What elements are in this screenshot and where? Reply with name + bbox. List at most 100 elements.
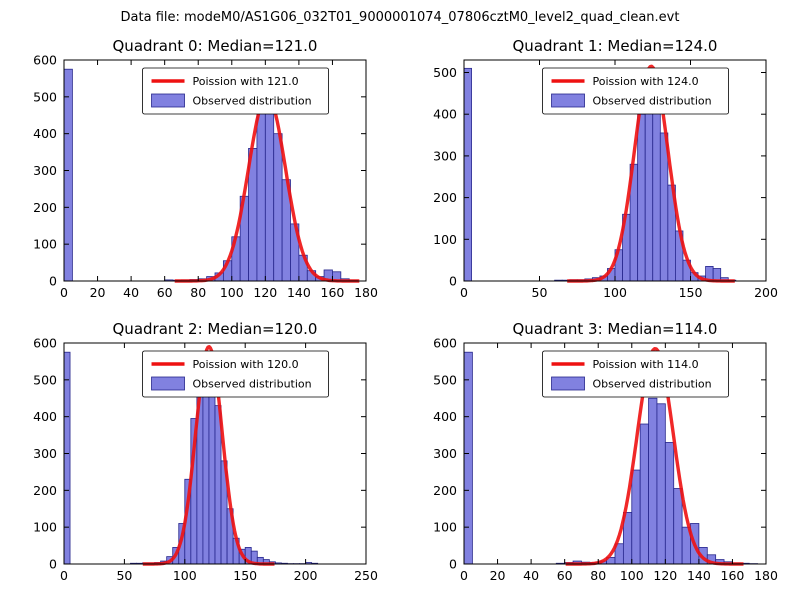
y-tick-label: 500 <box>433 65 457 80</box>
x-tick-label: 80 <box>590 568 606 583</box>
x-tick-label: 160 <box>721 568 745 583</box>
histogram-bar <box>652 103 661 282</box>
y-tick-label: 300 <box>433 148 457 163</box>
subplot-title: Quadrant 3: Median=114.0 <box>513 320 718 338</box>
legend-box <box>142 67 329 115</box>
y-tick-label: 500 <box>33 372 57 387</box>
x-axis: 0 50 100 150 200 250 <box>60 343 378 583</box>
x-tick-label: 180 <box>754 568 778 583</box>
subplot-title: Quadrant 0: Median=121.0 <box>113 37 318 55</box>
legend-box <box>542 350 729 398</box>
histogram-bar <box>659 132 669 282</box>
x-tick-label: 0 <box>60 285 68 300</box>
x-tick-label: 0 <box>460 285 468 300</box>
y-axis: 0 100 200 300 400 500 <box>433 65 766 289</box>
y-tick-label: 300 <box>33 446 57 461</box>
subplot-quadrant-2: 0 50 100 150 200 250 0 100 200 300 400 500 600 Quadra… <box>33 320 378 583</box>
subplot-title: Quadrant 2: Median=120.0 <box>113 320 318 338</box>
x-tick-label: 160 <box>321 285 345 300</box>
legend-label-observed: Observed distribution <box>593 378 712 391</box>
subplot-grid: 0 20 40 60 80 100 120 140 160 180 0 100 200 300 400 500… <box>0 30 800 596</box>
x-tick-label: 20 <box>90 285 106 300</box>
x-tick-label: 20 <box>490 568 506 583</box>
y-tick-label: 100 <box>433 520 457 535</box>
histogram-bar <box>63 68 73 282</box>
histogram-bar <box>637 113 646 282</box>
histogram-bar <box>63 351 71 565</box>
legend-patch-sample <box>551 93 585 108</box>
histogram-bar <box>656 403 666 565</box>
histogram-bar <box>664 442 675 565</box>
subplot-quadrant-1: 0 50 100 150 200 0 100 200 300 400 500 Quadrant 1: … <box>433 37 778 300</box>
x-tick-label: 60 <box>157 285 173 300</box>
x-tick-label: 250 <box>354 568 378 583</box>
y-tick-label: 100 <box>33 237 57 252</box>
x-tick-label: 0 <box>460 568 468 583</box>
y-tick-label: 200 <box>33 483 57 498</box>
legend-label-observed: Observed distribution <box>593 95 712 108</box>
y-tick-label: 400 <box>433 107 457 122</box>
figure-title: Data file: modeM0/AS1G06_032T01_90000010… <box>120 10 680 25</box>
y-tick-label: 200 <box>433 483 457 498</box>
y-tick-label: 500 <box>33 89 57 104</box>
legend: Poission with 120.0 Observed distribution <box>142 350 329 398</box>
histogram-bar <box>463 67 472 282</box>
subplot-quadrant-0: 0 20 40 60 80 100 120 140 160 180 0 100 200 300 400 500… <box>33 37 378 300</box>
x-tick-label: 120 <box>253 285 277 300</box>
x-tick-label: 100 <box>220 285 244 300</box>
y-tick-label: 0 <box>49 557 57 572</box>
y-tick-label: 0 <box>49 274 57 289</box>
x-tick-label: 200 <box>294 568 318 583</box>
legend-label-curve: Poission with 114.0 <box>593 358 699 371</box>
y-axis: 0 100 200 300 400 500 600 <box>33 53 366 289</box>
x-tick-label: 180 <box>354 285 378 300</box>
poisson-fit-curve <box>142 345 275 566</box>
y-tick-label: 300 <box>433 446 457 461</box>
legend-patch-sample <box>551 376 585 391</box>
x-axis: 0 20 40 60 80 100 120 140 160 180 <box>60 60 378 300</box>
histogram-bar <box>256 113 266 282</box>
y-tick-label: 0 <box>449 557 457 572</box>
x-tick-label: 150 <box>679 285 703 300</box>
histogram-bar <box>264 107 275 282</box>
x-tick-label: 140 <box>687 568 711 583</box>
histogram-bar <box>463 351 473 565</box>
x-axis: 0 20 40 60 80 100 120 140 160 180 <box>460 343 778 583</box>
x-tick-label: 100 <box>173 568 197 583</box>
y-tick-label: 300 <box>33 163 57 178</box>
subplot-title: Quadrant 1: Median=124.0 <box>513 37 718 55</box>
histogram-bar <box>644 101 654 282</box>
x-tick-label: 100 <box>603 285 627 300</box>
y-tick-label: 500 <box>433 372 457 387</box>
legend-label-observed: Observed distribution <box>193 378 312 391</box>
x-tick-label: 200 <box>754 285 778 300</box>
legend-patch-sample <box>151 376 185 391</box>
legend: Poission with 121.0 Observed distribution <box>142 67 329 115</box>
histogram-bars <box>463 351 759 565</box>
histogram-bar <box>648 397 658 565</box>
y-tick-label: 400 <box>433 409 457 424</box>
x-tick-label: 40 <box>123 285 139 300</box>
x-tick-label: 80 <box>190 285 206 300</box>
poisson-fit-curve <box>565 347 744 566</box>
legend-label-curve: Poission with 120.0 <box>193 358 299 371</box>
histogram-bar <box>214 405 222 565</box>
histogram-bar <box>673 488 683 565</box>
y-tick-label: 100 <box>433 232 457 247</box>
x-tick-label: 50 <box>532 285 548 300</box>
y-tick-label: 200 <box>33 200 57 215</box>
poisson-fit-curve <box>567 64 735 283</box>
legend-label-observed: Observed distribution <box>193 95 312 108</box>
x-tick-label: 140 <box>287 285 311 300</box>
x-tick-label: 40 <box>523 568 539 583</box>
subplot-quadrant-3: 0 20 40 60 80 100 120 140 160 180 0 100 200 300 400 500… <box>433 320 778 583</box>
y-tick-label: 100 <box>33 520 57 535</box>
x-tick-label: 60 <box>557 568 573 583</box>
x-tick-label: 100 <box>620 568 644 583</box>
x-axis: 0 50 100 150 200 <box>460 60 778 300</box>
y-axis: 0 100 200 300 400 500 600 <box>433 336 766 572</box>
legend: Poission with 124.0 Observed distribution <box>542 67 729 115</box>
y-tick-label: 400 <box>33 409 57 424</box>
y-tick-label: 600 <box>33 336 57 351</box>
